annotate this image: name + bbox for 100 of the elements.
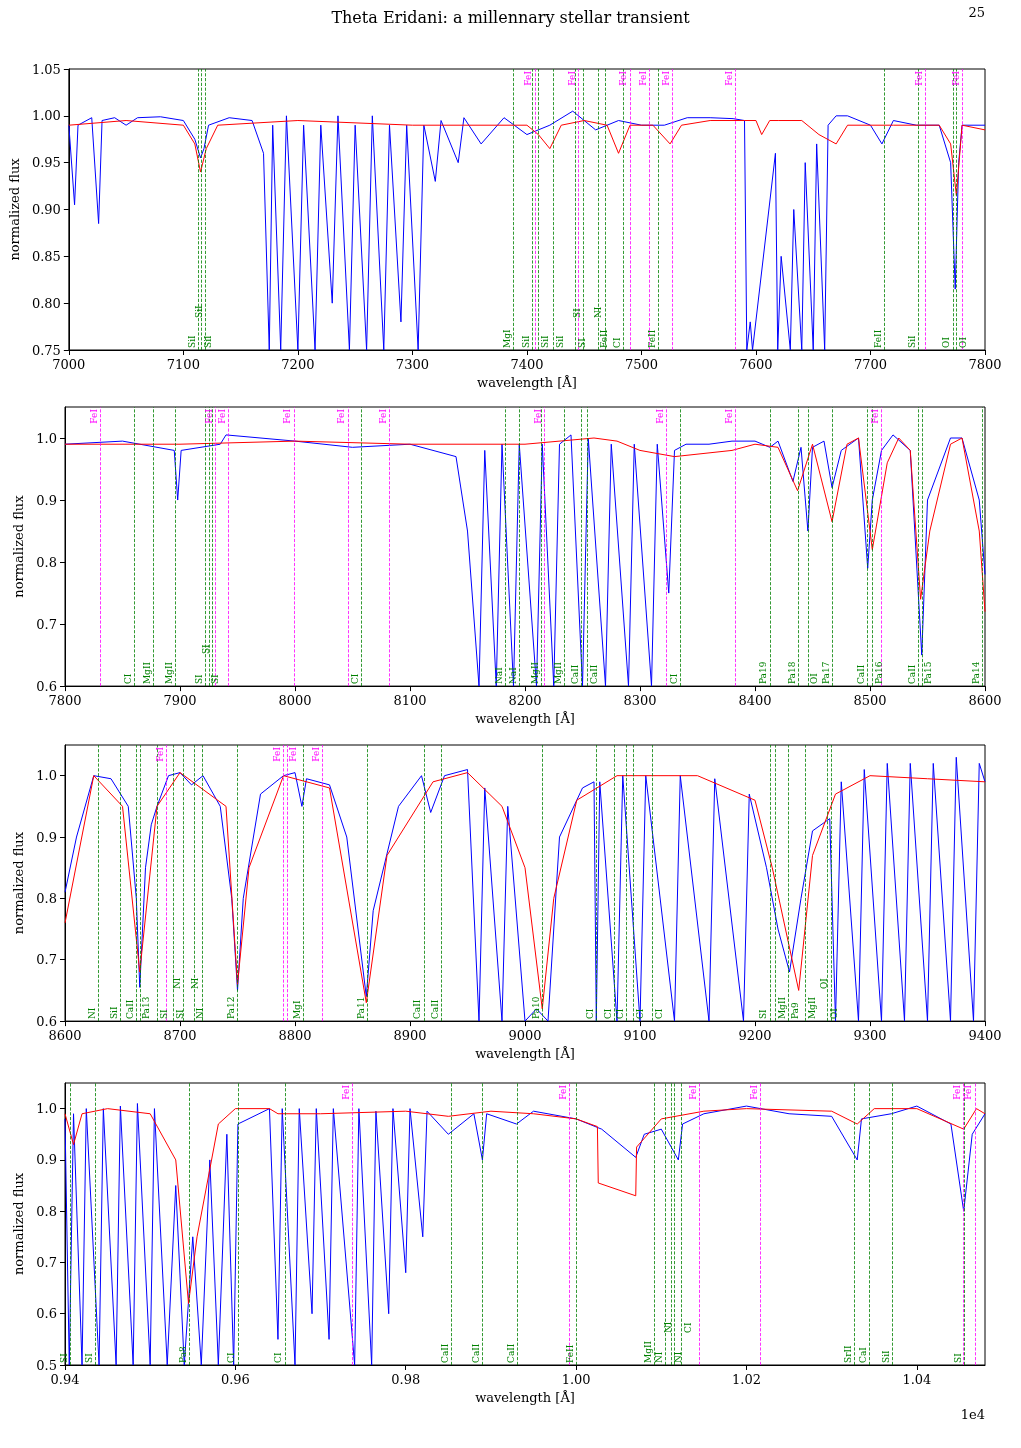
ref-line-label: CI [226, 1352, 237, 1363]
ref-line-label: FeI [204, 408, 215, 424]
y-axis-title: normalized flux [11, 1172, 27, 1276]
ref-line-label: NaI [493, 666, 504, 685]
ref-line-label: Pa16 [873, 661, 884, 685]
x-tick-label: 8600 [968, 693, 1002, 709]
ref-line-label: FeI [660, 70, 671, 86]
ref-line-label: FeII [599, 329, 610, 348]
ref-line-label: CI [603, 1008, 614, 1020]
ref-line-label: FeI [870, 408, 880, 424]
ref-line-label: CI [634, 1008, 645, 1020]
ref-line-label: FeI [637, 70, 648, 86]
x-tick-label: 7100 [166, 357, 200, 372]
ref-line-label: FeI [523, 70, 534, 86]
y-tick-label: 0.5 [36, 1357, 57, 1373]
ref-line-label: FeI [723, 408, 734, 424]
x-tick-label: 8500 [853, 693, 887, 709]
ref-line-label: FeI [950, 70, 961, 86]
ref-line-label: OI [828, 1007, 839, 1020]
line-series [68, 120, 986, 196]
ref-line-label: MgII [642, 1340, 653, 1363]
ref-line-label: CaII [440, 1343, 451, 1363]
ref-line-label: FeI [377, 408, 388, 424]
ref-line-label: CI [584, 1008, 595, 1020]
x-tick-label: 1.02 [732, 1372, 761, 1387]
x-tick-label: 7800 [48, 693, 82, 709]
ref-line-label: FeI [566, 70, 577, 86]
ref-line-label: FeI [952, 1084, 963, 1100]
ref-line-label: Pa13 [141, 996, 152, 1020]
line-series [64, 1108, 986, 1304]
ref-line-label: CaII [429, 999, 440, 1020]
x-tick-label: 0.98 [391, 1372, 421, 1387]
y-tick-label: 0.80 [31, 295, 61, 311]
ref-line-label: SiI [539, 334, 550, 348]
x-tick-label: 0.96 [220, 1372, 250, 1387]
ref-line-label: MgII [529, 661, 540, 685]
ref-line-label: NI [593, 306, 604, 318]
ref-line-label: OI [957, 336, 968, 348]
x-axis-title: wavelength [Å] [475, 1389, 575, 1405]
y-tick-label: 1.0 [36, 430, 57, 446]
ref-line-label: Pa17 [820, 661, 831, 685]
text: 1e4 [960, 1407, 986, 1422]
x-tick-label: 9000 [508, 1028, 542, 1044]
x-tick-label: 9200 [738, 1028, 772, 1044]
ref-line-label: SI [158, 1008, 169, 1020]
ref-line-label: CaII [412, 999, 423, 1020]
ref-line-label: NI [190, 977, 201, 990]
ref-line-label: NaI [507, 666, 518, 685]
ref-line-label: SI [576, 337, 587, 348]
x-tick-label: 8400 [738, 693, 772, 709]
ref-line-label: SI [58, 1352, 69, 1363]
ref-line-label: FeI [533, 408, 544, 424]
y-tick-label: 0.95 [31, 155, 61, 171]
ref-line-label: CI [273, 1352, 284, 1363]
ref-line-label: NI [195, 1007, 206, 1020]
x-tick-label: 7200 [281, 357, 315, 372]
x-axis-title: wavelength [Å] [475, 711, 575, 726]
x-tick-label: 8000 [278, 693, 312, 709]
ref-line-label: NI [171, 977, 182, 990]
ref-line-label: FeI [963, 1084, 974, 1100]
ref-line-label: SiI [880, 1349, 891, 1363]
ref-line-label: FeI [688, 1084, 699, 1100]
ref-line-label: FeI [154, 746, 165, 762]
ref-line-label: CaII [470, 1343, 481, 1363]
ref-line-label: FeI [288, 746, 299, 762]
ref-line-label: Pa11 [355, 996, 366, 1020]
ref-line-label: CI [614, 1008, 625, 1020]
ref-line-label: MgI [291, 1000, 302, 1020]
ref-line-label: NI [86, 1007, 97, 1020]
ref-line-label: FeI [748, 1084, 759, 1100]
ref-line-label: CaII [124, 999, 135, 1020]
ref-line-label: SI [210, 673, 221, 685]
ref-line-label: Pa8 [177, 1345, 188, 1363]
ref-line-label: SI [193, 673, 204, 685]
ref-line-label: OI [809, 672, 820, 685]
line-series [64, 437, 986, 613]
ref-line-label: SI [200, 643, 211, 655]
y-tick-label: 1.05 [31, 61, 61, 77]
ref-line-label: NI [654, 1351, 665, 1363]
ref-line-label: Pa10 [530, 996, 541, 1020]
x-tick-label: 8100 [393, 693, 427, 709]
ref-line-label: FeI [557, 1084, 568, 1100]
x-tick-label: 1.04 [902, 1372, 932, 1387]
ref-line-label: SiI [907, 334, 918, 348]
x-tick-label: 8800 [278, 1028, 312, 1044]
ref-line-label: SiI [554, 334, 565, 348]
ref-line-label: OI [819, 977, 830, 990]
ref-line-label: SiI [203, 334, 214, 348]
y-tick-label: 0.85 [31, 248, 61, 264]
ref-line-label: FeI [913, 70, 924, 86]
ref-line-label: Pa18 [787, 661, 798, 685]
y-tick-label: 0.9 [36, 492, 57, 508]
y-tick-label: 0.9 [36, 1152, 57, 1168]
x-tick-label: 8900 [393, 1028, 427, 1044]
ref-line-label: SiI [521, 334, 532, 348]
ref-line-label: SI [174, 1008, 185, 1020]
x-tick-label: 1.00 [561, 1372, 591, 1387]
ref-line-label: CI [122, 673, 133, 685]
ref-line-label: CaI [857, 1346, 868, 1363]
ref-line-label: FeI [723, 70, 734, 86]
